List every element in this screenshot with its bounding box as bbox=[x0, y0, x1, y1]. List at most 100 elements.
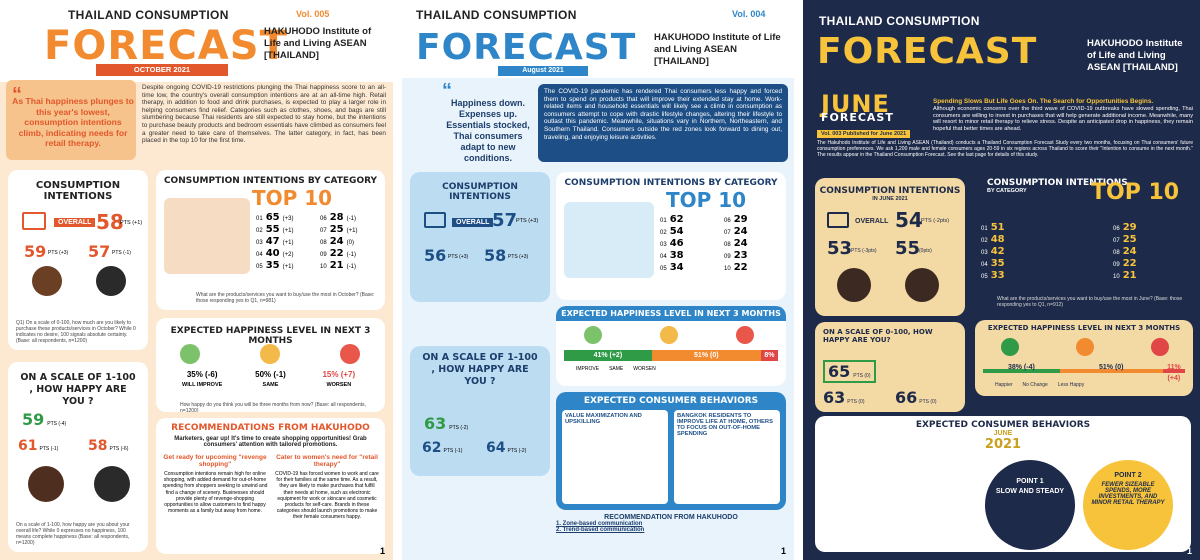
happiness-title: EXPECTED HAPPINESS LEVEL IN NEXT 3 MONTH… bbox=[556, 306, 786, 321]
happiness-note: How happy do you think you will be three… bbox=[180, 402, 366, 412]
top10-item: 08 24 bbox=[1113, 246, 1137, 257]
male-avatar bbox=[32, 266, 62, 296]
same-label: No Change bbox=[1022, 382, 1048, 388]
happiness-legend: Happier No Change Less Happy bbox=[995, 382, 1084, 388]
top10-item: 10 22 bbox=[724, 262, 748, 273]
top10-item: 06 29 bbox=[724, 214, 748, 225]
top10-item: 06 29 bbox=[1113, 222, 1137, 233]
female-delta: PTS (-1) bbox=[112, 250, 131, 256]
top10-item: 03 47 (+1) bbox=[256, 236, 294, 247]
top10-label: TOP 10 bbox=[1091, 180, 1180, 205]
happiness-values: 35% (-6) 50% (-1) 15% (+7) bbox=[168, 370, 373, 379]
category-title: CONSUMPTION INTENTIONS BY CATEGORY bbox=[564, 178, 778, 188]
top10-item: 01 65 (+3) bbox=[256, 212, 294, 223]
improve-label: WILL IMPROVE bbox=[182, 382, 223, 388]
female-value: 57 bbox=[88, 242, 111, 261]
top10-item: 02 55 (+1) bbox=[256, 224, 294, 235]
female-avatar bbox=[94, 466, 130, 502]
headline: Spending Slows But Life Goes On. The Sea… bbox=[933, 98, 1154, 105]
org-name: HAKUHODO Institute of Life and Living AS… bbox=[654, 32, 781, 67]
behaviors-card: EXPECTED CONSUMER BEHAVIORS JUNE 2021 PO… bbox=[815, 416, 1191, 552]
brand-title: THAILAND CONSUMPTION bbox=[68, 8, 229, 22]
point-1-circle: POINT 1 SLOW AND STEADY bbox=[985, 460, 1075, 550]
category-title: CONSUMPTION INTENTIONS bbox=[987, 178, 1128, 188]
behaviors-title: EXPECTED CONSUMER BEHAVIORS bbox=[915, 420, 1091, 430]
behaviors-title: EXPECTED CONSUMER BEHAVIORS bbox=[583, 396, 759, 406]
top10-col-2: 06 29 07 24 08 24 09 23 10 22 bbox=[724, 214, 784, 274]
male-delta: PTS (+3) bbox=[48, 250, 69, 256]
top10-item: 02 54 bbox=[660, 226, 684, 237]
forecast-page-august: THAILAND CONSUMPTION Vol. 004 FORECAST H… bbox=[402, 0, 794, 560]
ci-title: CONSUMPTION INTENTIONS bbox=[442, 182, 518, 202]
overall-label: OVERALL bbox=[452, 218, 494, 227]
hap-male: 62 PTS (-1) bbox=[422, 440, 463, 456]
overall-delta: PTS (+3) bbox=[516, 218, 539, 224]
top10-col-1: 01 65 (+3) 02 55 (+1) 03 47 (+1) 04 40 (+2) 05 35… bbox=[256, 212, 316, 272]
category-note: What are the products/services you want … bbox=[997, 296, 1183, 308]
top10-item: 04 40 (+2) bbox=[256, 248, 294, 259]
male-avatar bbox=[837, 268, 871, 302]
happy-face-icon bbox=[584, 326, 602, 344]
consumption-intentions-card: CONSUMPTION INTENTIONS IN JUNE 2021 OVER… bbox=[815, 178, 965, 316]
improve-label: IMPROVE bbox=[576, 366, 600, 372]
improve-segment: 41% (+2) bbox=[564, 350, 652, 361]
behaviors-year: 2021 bbox=[984, 437, 1022, 452]
improve-value: 35% (-6) bbox=[186, 370, 218, 379]
male-delta: PTS (-3pts) bbox=[851, 248, 877, 254]
cart-icon bbox=[424, 212, 446, 228]
june-title: JUNE bbox=[821, 90, 890, 118]
female-value: 58 bbox=[484, 246, 507, 265]
publication-tag: Vol. 003 Published for June 2021 bbox=[817, 130, 911, 138]
intro-body: The COVID-19 pandemic has rendered Thai … bbox=[538, 84, 788, 162]
top10-item: 05 35 (+1) bbox=[256, 260, 294, 271]
male-value: 56 bbox=[424, 246, 447, 265]
happiness-card: EXPECTED HAPPINESS LEVEL IN NEXT 3 MONTH… bbox=[975, 320, 1193, 396]
female-delta: PTS (+3) bbox=[508, 254, 529, 260]
top10-item: 09 22 (-1) bbox=[320, 248, 356, 259]
category-card: CONSUMPTION INTENTIONS BY CATEGORY TOP 1… bbox=[156, 170, 385, 310]
sad-face-icon bbox=[340, 344, 360, 364]
brand-title: THAILAND CONSUMPTION bbox=[416, 8, 577, 22]
cart-icon bbox=[827, 212, 849, 228]
top10-item: 10 21 (-1) bbox=[320, 260, 356, 271]
forecast-title: FORECAST bbox=[416, 27, 637, 68]
hap-female: 64 PTS (-2) bbox=[486, 440, 527, 456]
happiness-bar: 38% (-4) 51% (0) 11% (+4) bbox=[983, 362, 1185, 382]
hap-overall: 59 PTS (-4) bbox=[22, 410, 67, 429]
top10-item: 02 48 bbox=[981, 234, 1005, 245]
behaviors-card: EXPECTED CONSUMER BEHAVIORS VALUE MAXIMI… bbox=[556, 392, 786, 510]
top10-item: 03 46 bbox=[660, 238, 684, 249]
top10-item: 09 23 bbox=[724, 250, 748, 261]
improve-label: Happier bbox=[995, 382, 1013, 388]
improve-segment: 38% (-4) bbox=[983, 362, 1060, 373]
male-value: 59 bbox=[24, 242, 47, 261]
category-title: CONSUMPTION INTENTIONS BY CATEGORY bbox=[163, 176, 378, 186]
same-segment: 51% (0) bbox=[651, 350, 761, 361]
ci-title: CONSUMPTION INTENTIONS bbox=[819, 186, 961, 196]
top10-label: TOP 10 bbox=[666, 188, 747, 212]
top10-item: 10 21 bbox=[1113, 270, 1137, 281]
neutral-face-icon bbox=[260, 344, 280, 364]
category-note: What are the products/services you want … bbox=[196, 292, 375, 304]
header bbox=[402, 0, 794, 78]
category-illustration bbox=[164, 198, 250, 274]
rec-subtitle: Marketers, gear up! It's time to create … bbox=[174, 436, 367, 448]
category-card: CONSUMPTION INTENTIONS BY CATEGORY TOP 1… bbox=[556, 172, 786, 300]
behaviors-month: JUNE bbox=[993, 430, 1013, 437]
forecast-page-june: THAILAND CONSUMPTION FORECAST HAKUHODO I… bbox=[803, 0, 1200, 560]
worsen-segment: 8% (-3) bbox=[760, 350, 778, 370]
quote-text: As Thai happiness plunges to this year's… bbox=[12, 96, 134, 148]
overall-delta: PTS (+1) bbox=[120, 220, 143, 226]
male-delta: PTS (+3) bbox=[448, 254, 469, 260]
female-avatar bbox=[905, 268, 939, 302]
male-value: 53 bbox=[827, 238, 853, 259]
neutral-face-icon bbox=[660, 326, 678, 344]
page-number: 1 bbox=[379, 546, 385, 556]
face-row bbox=[584, 326, 754, 344]
same-value: 50% (-1) bbox=[255, 370, 286, 379]
study-intro: The Hakuhodo Institute of Life and Livin… bbox=[817, 140, 1193, 158]
happiness-legend: IMPROVE SAME WORSEN bbox=[576, 366, 656, 372]
happiness-title: EXPECTED HAPPINESS LEVEL IN NEXT 3 MONTH… bbox=[987, 324, 1181, 332]
happiness-card: EXPECTED HAPPINESS LEVEL IN NEXT 3 MONTH… bbox=[556, 306, 786, 386]
top10-item: 08 24 (0) bbox=[320, 236, 354, 247]
